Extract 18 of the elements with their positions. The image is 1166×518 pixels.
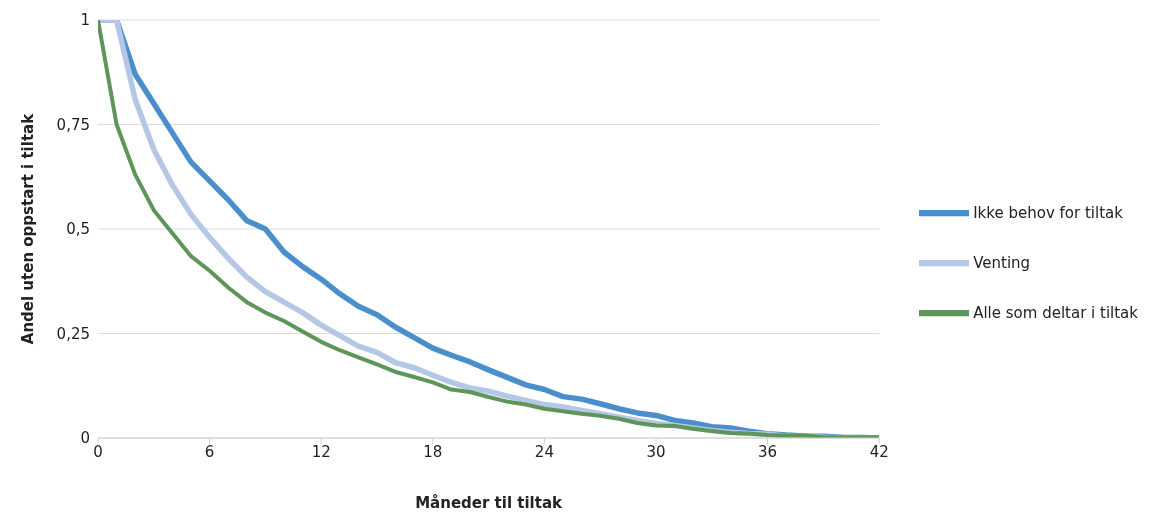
legend-label: Ikke behov for tiltak: [973, 203, 1123, 222]
legend-label: Alle som deltar i tiltak: [973, 303, 1138, 322]
y-axis-title: Andel uten oppstart i tiltak: [19, 112, 38, 345]
y-tick-label: 0,25: [56, 324, 90, 343]
x-tick-label: 42: [869, 442, 889, 461]
x-axis-title: Måneder til tiltak: [415, 494, 564, 512]
x-tick-label: 0: [93, 442, 103, 461]
y-tick-label: 0,5: [66, 220, 90, 239]
x-tick-label: 36: [758, 442, 778, 461]
y-tick-label: 0: [80, 429, 90, 448]
x-tick-label: 24: [534, 442, 554, 461]
y-tick-label: 0,75: [56, 115, 90, 134]
x-tick-label: 18: [423, 442, 443, 461]
x-tick-label: 30: [646, 442, 666, 461]
legend-label: Venting: [973, 253, 1031, 272]
x-tick-label: 12: [311, 442, 331, 461]
x-tick-label: 6: [204, 442, 215, 461]
y-tick-label: 1: [80, 11, 90, 30]
